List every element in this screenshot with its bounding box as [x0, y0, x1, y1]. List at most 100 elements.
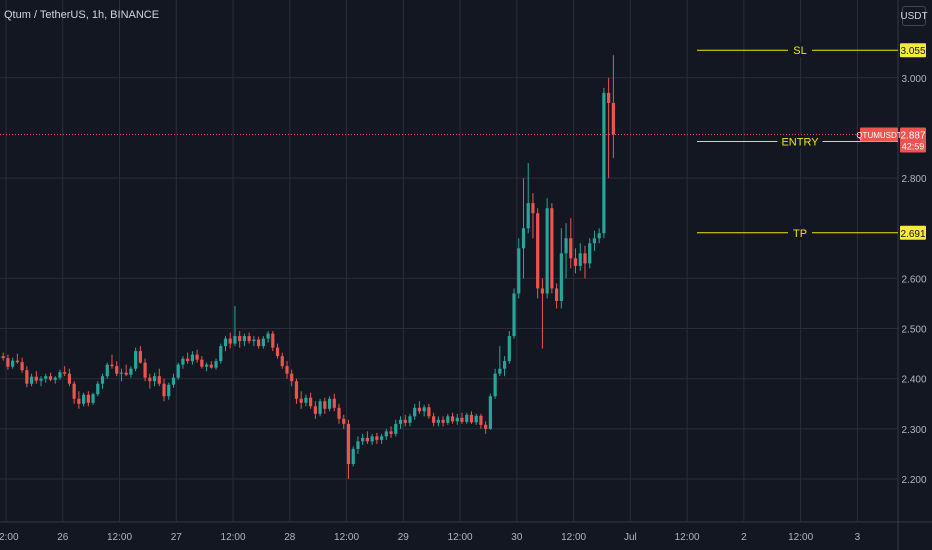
- candle-body: [356, 441, 360, 449]
- x-tick-label: 12:00: [221, 532, 246, 543]
- candle-body: [384, 431, 388, 437]
- price-axis[interactable]: 2.200 2.300 2.400 2.500 2.600 2.800 3.000 3.055…: [856, 43, 927, 486]
- candle-body: [450, 416, 455, 422]
- candle-body: [432, 416, 436, 423]
- candle-body: [502, 361, 507, 369]
- candle-body: [455, 417, 459, 422]
- candle-body: [422, 407, 426, 412]
- x-tick-label: 12:00: [561, 532, 586, 543]
- candle-body: [252, 339, 256, 342]
- candle-body: [536, 213, 540, 289]
- candle-body: [96, 383, 100, 395]
- candle-body: [526, 203, 530, 229]
- candle-body: [413, 407, 417, 417]
- candle-body: [517, 248, 521, 294]
- candle-body: [29, 376, 34, 384]
- x-tick-label: 26: [57, 532, 69, 543]
- candle-body: [238, 336, 242, 342]
- candle-body: [592, 238, 597, 244]
- candle-body: [6, 358, 10, 367]
- symbol-tag-label: QTUMUSDT: [856, 131, 901, 140]
- candle-body: [361, 437, 365, 442]
- candle-body: [578, 253, 582, 266]
- y-tick-label: 2.300: [901, 425, 926, 436]
- candle-body: [294, 381, 299, 399]
- candles: [0, 55, 615, 479]
- candle-body: [474, 415, 478, 423]
- candle-body: [148, 377, 152, 382]
- candle-body: [375, 436, 379, 440]
- candle-body: [446, 416, 450, 423]
- x-tick-label: 12:00: [334, 532, 359, 543]
- candle-body: [285, 366, 289, 374]
- candle-body: [171, 377, 176, 385]
- candle-body: [223, 338, 228, 347]
- x-tick-label: 29: [398, 532, 410, 543]
- candle-body: [479, 415, 483, 425]
- candle-body: [275, 347, 280, 357]
- x-tick-label: 12:00: [448, 532, 473, 543]
- x-tick-label: 12:00: [0, 532, 19, 543]
- candle-body: [181, 358, 185, 365]
- candle-body: [119, 372, 124, 374]
- candle-body: [186, 358, 190, 362]
- x-tick-label: 12:00: [675, 532, 700, 543]
- candle-body: [58, 372, 62, 378]
- candle-body: [299, 398, 303, 403]
- trade-levels: SL ENTRY TP: [697, 43, 898, 240]
- candle-body: [564, 238, 568, 254]
- candle-body: [555, 288, 559, 301]
- symbol-tag: [860, 127, 898, 142]
- candle-body: [441, 419, 445, 423]
- axis-unit-button[interactable]: USDT: [900, 6, 928, 26]
- candle-body: [209, 364, 213, 368]
- time-axis[interactable]: 12:00 26 12:00 27 12:00 28 12:00 29 12:00 30 12:00…: [0, 532, 861, 543]
- candle-body: [261, 338, 265, 347]
- candle-body: [242, 336, 247, 342]
- bar-countdown-label: 42:59: [902, 141, 925, 151]
- level-name-entry: ENTRY: [781, 136, 819, 148]
- candle-body: [398, 419, 403, 424]
- candle-body: [143, 362, 147, 378]
- candle-body: [195, 354, 199, 360]
- candle-body: [219, 346, 223, 362]
- last-price-tag: [900, 127, 926, 153]
- candle-body: [417, 407, 422, 412]
- candle-body: [190, 354, 194, 362]
- candle-body: [110, 364, 114, 367]
- candle-body: [82, 394, 86, 404]
- candle-body: [129, 368, 133, 375]
- candle-body: [569, 238, 573, 259]
- candle-body: [498, 368, 502, 374]
- candle-body: [157, 376, 161, 384]
- candle-body: [370, 436, 374, 442]
- candle-body: [427, 407, 431, 417]
- candle-body: [15, 360, 19, 363]
- level-price-tag: [900, 43, 926, 58]
- candle-body: [100, 376, 105, 384]
- candle-body: [86, 394, 90, 403]
- candle-body: [176, 364, 180, 378]
- candle-body: [597, 233, 601, 239]
- candle-body: [115, 366, 119, 374]
- candle-body: [540, 288, 545, 294]
- candle-body: [484, 424, 488, 429]
- candle-body: [512, 293, 516, 337]
- candle-body: [134, 351, 138, 369]
- candle-body: [521, 228, 526, 249]
- candle-body: [588, 243, 592, 264]
- y-tick-label: 2.600: [901, 274, 926, 285]
- candle-body: [34, 376, 38, 381]
- candle-body: [469, 414, 474, 423]
- candle-body: [105, 364, 109, 377]
- candle-body: [200, 359, 204, 367]
- candle-body: [44, 376, 48, 379]
- candle-body: [138, 351, 142, 363]
- candle-body: [607, 92, 611, 103]
- x-tick-label: 28: [284, 532, 296, 543]
- candle-body: [318, 401, 322, 414]
- candle-body: [550, 208, 554, 289]
- candle-body: [436, 419, 440, 423]
- level-name-bg: [777, 134, 823, 149]
